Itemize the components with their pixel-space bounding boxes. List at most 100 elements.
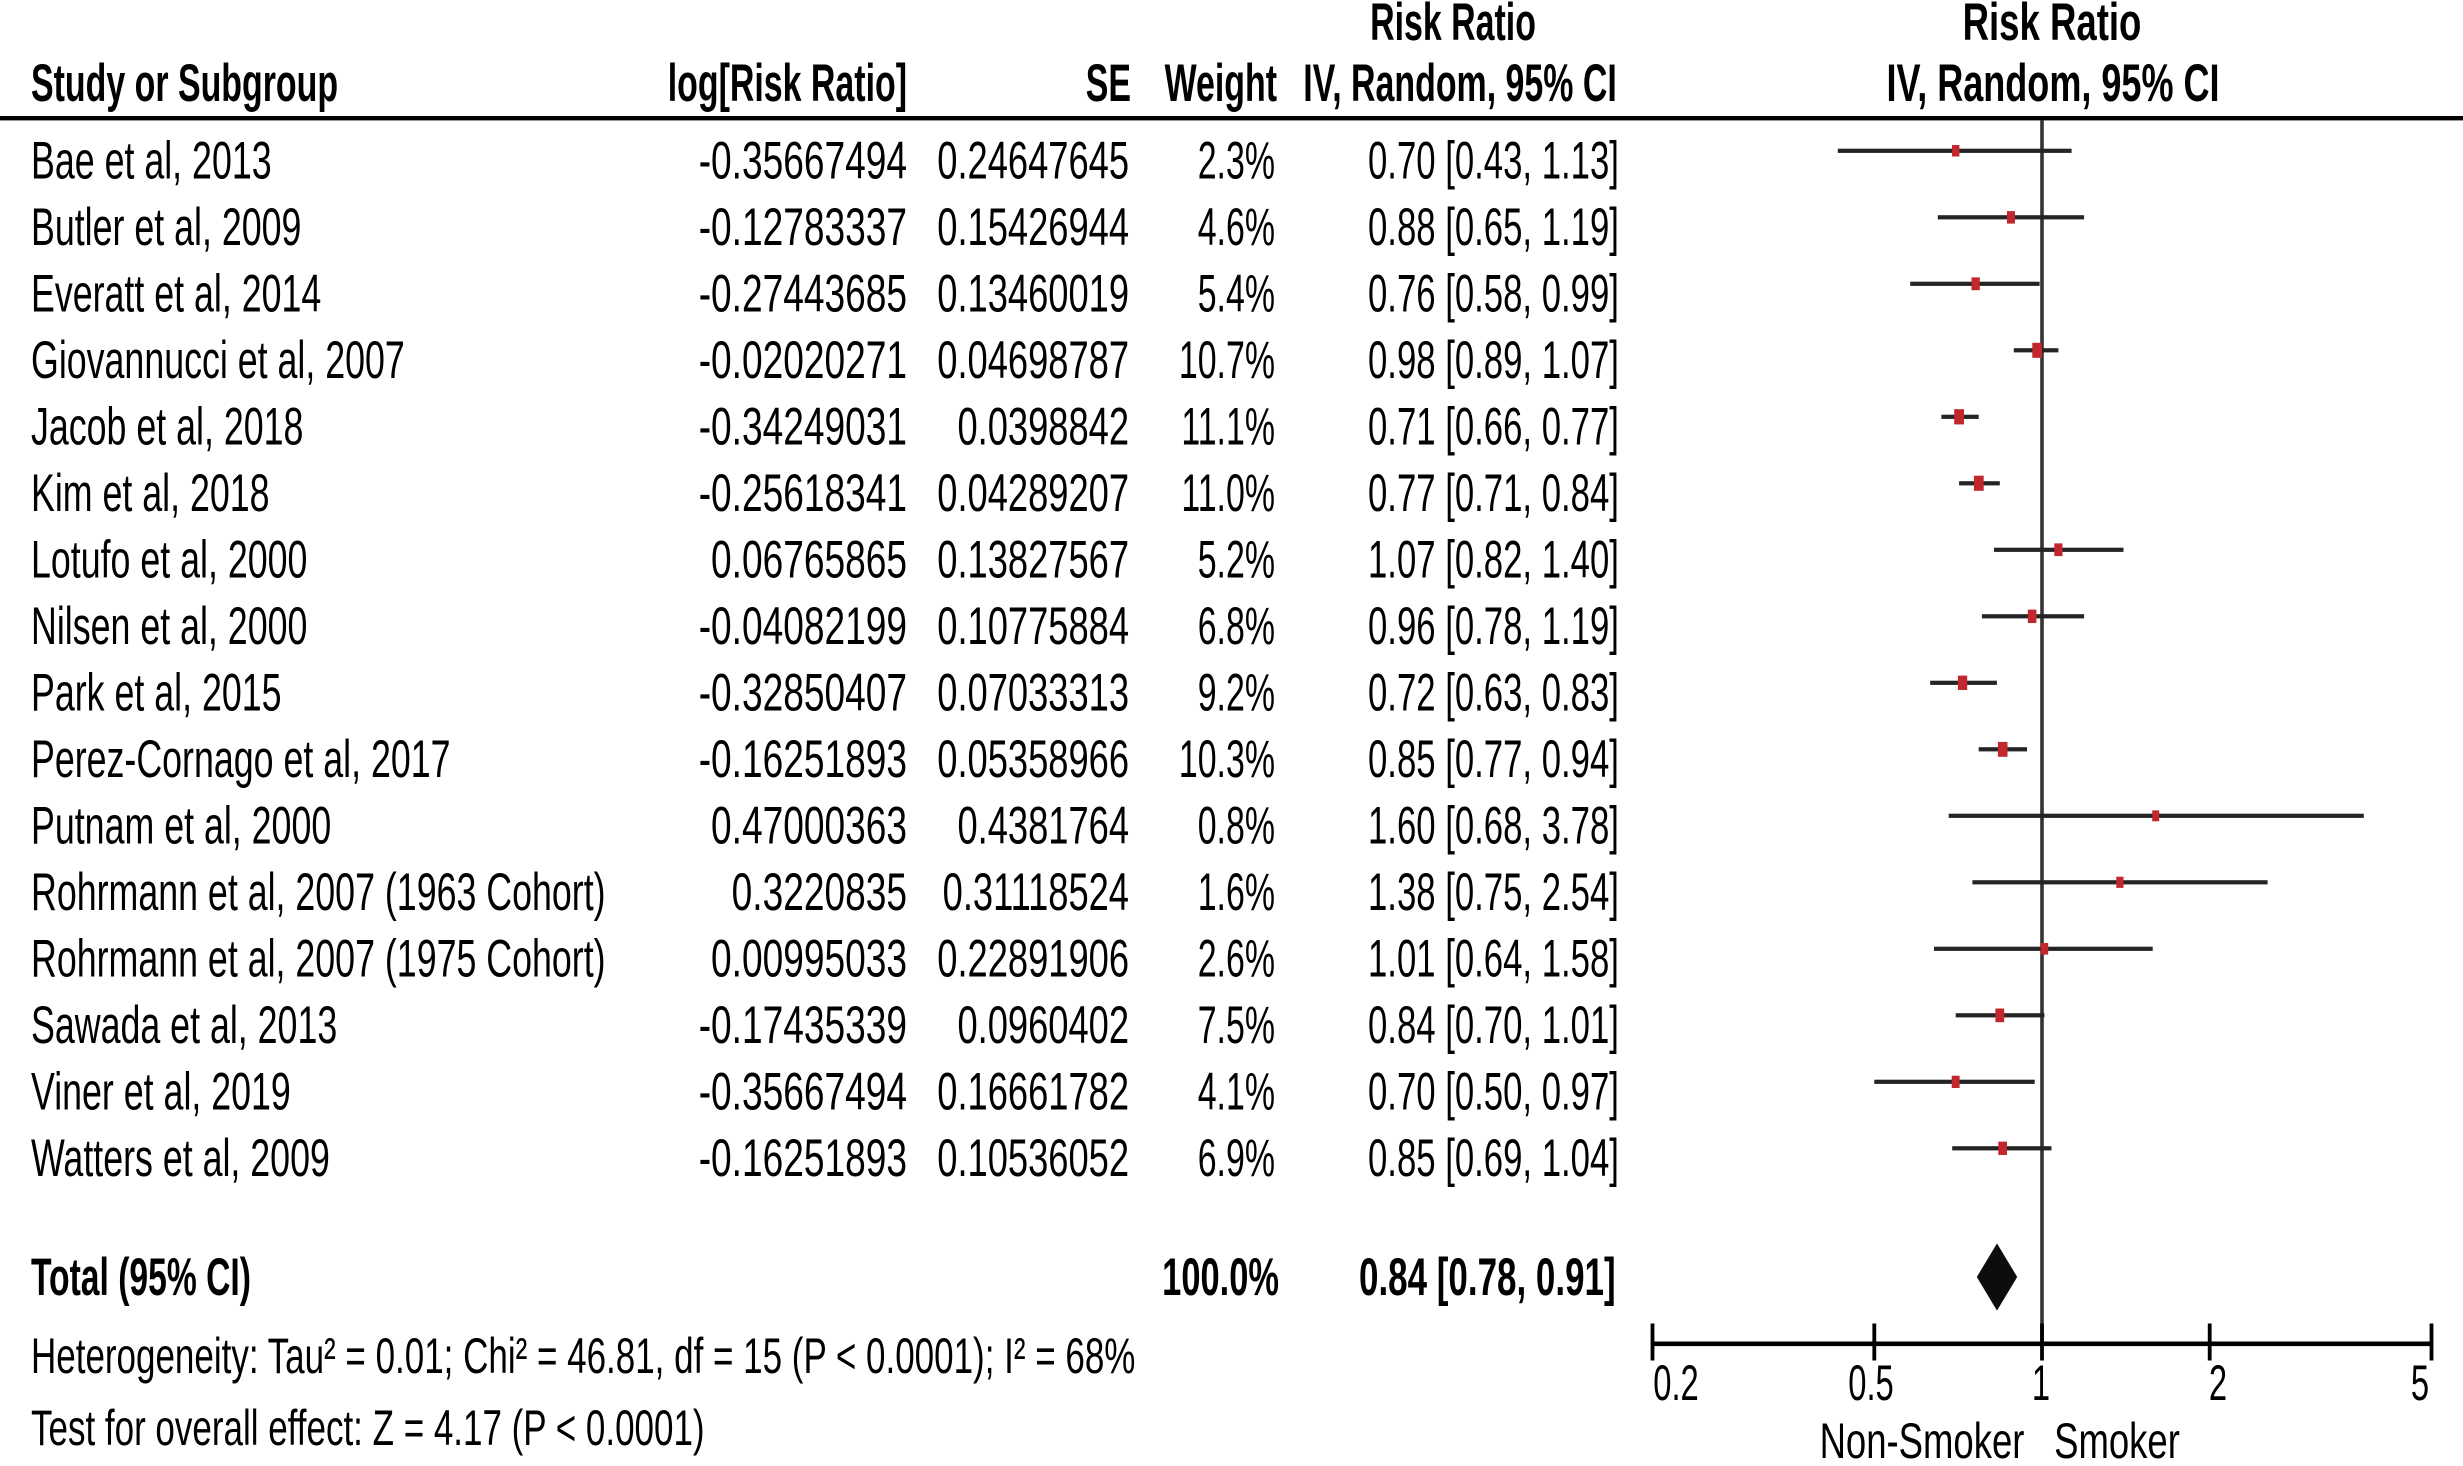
svg-text:0.2: 0.2	[1653, 1355, 1699, 1411]
svg-text:Bae et al, 2013: Bae et al, 2013	[31, 130, 272, 190]
svg-text:-0.04082199: -0.04082199	[699, 596, 907, 655]
svg-text:1.07 [0.82, 1.40]: 1.07 [0.82, 1.40]	[1368, 530, 1619, 589]
svg-text:-0.25618341: -0.25618341	[699, 463, 907, 522]
svg-text:0.70 [0.50, 0.97]: 0.70 [0.50, 0.97]	[1368, 1062, 1619, 1121]
svg-text:Risk Ratio: Risk Ratio	[1963, 0, 2142, 52]
svg-text:11.1%: 11.1%	[1181, 398, 1275, 456]
svg-text:Total (95% CI): Total (95% CI)	[31, 1248, 251, 1306]
svg-text:0.84 [0.70, 1.01]: 0.84 [0.70, 1.01]	[1368, 996, 1619, 1055]
svg-text:0.13827567: 0.13827567	[937, 530, 1129, 590]
svg-text:-0.02020271: -0.02020271	[699, 330, 907, 389]
svg-text:5.4%: 5.4%	[1198, 265, 1275, 323]
svg-text:0.84 [0.78, 0.91]: 0.84 [0.78, 0.91]	[1359, 1247, 1616, 1307]
svg-text:Perez-Cornago et al, 2017: Perez-Cornago et al, 2017	[31, 729, 451, 789]
svg-text:1.01 [0.64, 1.58]: 1.01 [0.64, 1.58]	[1368, 929, 1619, 988]
svg-text:0.10775884: 0.10775884	[937, 596, 1129, 656]
svg-text:0.98 [0.89, 1.07]: 0.98 [0.89, 1.07]	[1368, 331, 1619, 390]
svg-text:Sawada et al, 2013: Sawada et al, 2013	[31, 995, 337, 1055]
svg-text:-0.16251893: -0.16251893	[699, 729, 907, 788]
svg-text:2.6%: 2.6%	[1198, 930, 1275, 988]
svg-text:10.7%: 10.7%	[1179, 332, 1275, 390]
svg-text:0.07033313: 0.07033313	[937, 663, 1129, 723]
svg-text:6.9%: 6.9%	[1198, 1130, 1275, 1188]
svg-text:0.77 [0.71, 0.84]: 0.77 [0.71, 0.84]	[1368, 464, 1619, 523]
svg-text:Lotufo et al, 2000: Lotufo et al, 2000	[31, 529, 307, 589]
svg-text:Jacob et al, 2018: Jacob et al, 2018	[31, 396, 303, 456]
svg-text:0.15426944: 0.15426944	[937, 197, 1129, 257]
svg-text:Risk Ratio: Risk Ratio	[1370, 0, 1536, 52]
svg-text:0.5: 0.5	[1848, 1355, 1894, 1411]
svg-text:0.00995033: 0.00995033	[711, 929, 907, 988]
svg-text:-0.12783337: -0.12783337	[699, 197, 907, 256]
svg-text:5.2%: 5.2%	[1198, 531, 1275, 589]
svg-text:0.22891906: 0.22891906	[937, 929, 1129, 989]
svg-text:10.3%: 10.3%	[1179, 731, 1275, 789]
svg-text:Putnam et al, 2000: Putnam et al, 2000	[31, 795, 331, 855]
svg-text:-0.27443685: -0.27443685	[699, 264, 907, 323]
svg-text:0.0960402: 0.0960402	[957, 995, 1129, 1055]
svg-text:0.72 [0.63, 0.83]: 0.72 [0.63, 0.83]	[1368, 663, 1619, 722]
svg-text:0.88 [0.65, 1.19]: 0.88 [0.65, 1.19]	[1368, 198, 1619, 257]
svg-text:0.06765865: 0.06765865	[711, 530, 907, 589]
svg-text:0.96 [0.78, 1.19]: 0.96 [0.78, 1.19]	[1368, 597, 1619, 656]
svg-text:IV, Random, 95% CI: IV, Random, 95% CI	[1303, 55, 1616, 113]
svg-text:Smoker: Smoker	[2054, 1413, 2180, 1461]
svg-text:7.5%: 7.5%	[1198, 997, 1275, 1055]
svg-text:Rohrmann et al, 2007 (1975 Coh: Rohrmann et al, 2007 (1975 Cohort)	[31, 928, 606, 988]
svg-text:-0.35667494: -0.35667494	[699, 131, 907, 190]
svg-text:0.04698787: 0.04698787	[937, 330, 1129, 390]
svg-text:0.4381764: 0.4381764	[957, 796, 1129, 856]
svg-text:Butler et al, 2009: Butler et al, 2009	[31, 197, 301, 257]
svg-text:Study or Subgroup: Study or Subgroup	[31, 55, 338, 113]
svg-text:-0.34249031: -0.34249031	[699, 397, 907, 456]
svg-text:0.16661782: 0.16661782	[937, 1062, 1129, 1122]
svg-text:-0.32850407: -0.32850407	[699, 663, 907, 722]
svg-text:0.85 [0.77, 0.94]: 0.85 [0.77, 0.94]	[1368, 730, 1619, 789]
svg-text:2.3%: 2.3%	[1198, 132, 1275, 190]
svg-text:9.2%: 9.2%	[1198, 664, 1275, 722]
svg-text:Nilsen et al, 2000: Nilsen et al, 2000	[31, 596, 307, 656]
svg-text:0.0398842: 0.0398842	[957, 397, 1129, 457]
svg-text:log[Risk Ratio]: log[Risk Ratio]	[668, 55, 907, 113]
svg-text:Rohrmann et al, 2007 (1963 Coh: Rohrmann et al, 2007 (1963 Cohort)	[31, 862, 606, 922]
svg-text:6.8%: 6.8%	[1198, 598, 1275, 656]
svg-text:0.8%: 0.8%	[1198, 797, 1275, 855]
svg-text:Giovannucci et al, 2007: Giovannucci et al, 2007	[31, 330, 405, 390]
svg-text:0.85 [0.69, 1.04]: 0.85 [0.69, 1.04]	[1368, 1129, 1619, 1188]
svg-text:-0.35667494: -0.35667494	[699, 1062, 907, 1121]
svg-text:0.04289207: 0.04289207	[937, 463, 1129, 523]
svg-text:0.24647645: 0.24647645	[937, 131, 1129, 191]
svg-text:1.38 [0.75, 2.54]: 1.38 [0.75, 2.54]	[1368, 863, 1619, 922]
svg-text:100.0%: 100.0%	[1162, 1249, 1279, 1307]
svg-text:1.6%: 1.6%	[1198, 864, 1275, 922]
svg-text:Park et al, 2015: Park et al, 2015	[31, 662, 282, 722]
svg-text:0.76 [0.58, 0.99]: 0.76 [0.58, 0.99]	[1368, 264, 1619, 323]
svg-text:Non-Smoker: Non-Smoker	[1820, 1413, 2025, 1461]
svg-text:1.60 [0.68, 3.78]: 1.60 [0.68, 3.78]	[1368, 796, 1619, 855]
svg-text:11.0%: 11.0%	[1181, 465, 1275, 523]
svg-text:4.1%: 4.1%	[1198, 1063, 1275, 1121]
svg-text:0.71 [0.66, 0.77]: 0.71 [0.66, 0.77]	[1368, 397, 1619, 456]
svg-text:Test for overall effect: Z = 4: Test for overall effect: Z = 4.17 (P < 0…	[31, 1401, 705, 1457]
svg-text:Weight: Weight	[1165, 55, 1278, 113]
svg-text:1: 1	[2032, 1355, 2050, 1411]
svg-text:0.13460019: 0.13460019	[937, 264, 1129, 324]
svg-text:SE: SE	[1086, 55, 1131, 113]
svg-text:Heterogeneity: Tau² = 0.01; Ch: Heterogeneity: Tau² = 0.01; Chi² = 46.81…	[31, 1329, 1135, 1385]
svg-text:Watters et al, 2009: Watters et al, 2009	[31, 1128, 330, 1188]
svg-text:-0.17435339: -0.17435339	[699, 995, 907, 1054]
svg-text:0.31118524: 0.31118524	[943, 862, 1129, 922]
svg-text:2: 2	[2209, 1355, 2227, 1411]
svg-text:5: 5	[2411, 1355, 2429, 1411]
svg-text:Everatt et al, 2014: Everatt et al, 2014	[31, 263, 321, 323]
svg-text:0.47000363: 0.47000363	[711, 796, 907, 855]
svg-text:4.6%: 4.6%	[1198, 199, 1275, 257]
svg-text:0.3220835: 0.3220835	[732, 862, 907, 921]
svg-text:0.70 [0.43, 1.13]: 0.70 [0.43, 1.13]	[1368, 131, 1619, 190]
svg-text:Viner et al, 2019: Viner et al, 2019	[31, 1061, 291, 1121]
svg-text:IV, Random, 95% CI: IV, Random, 95% CI	[1886, 53, 2219, 113]
svg-text:0.05358966: 0.05358966	[937, 729, 1129, 789]
svg-text:-0.16251893: -0.16251893	[699, 1128, 907, 1187]
svg-text:Kim et al, 2018: Kim et al, 2018	[31, 463, 270, 523]
svg-text:0.10536052: 0.10536052	[937, 1128, 1129, 1188]
